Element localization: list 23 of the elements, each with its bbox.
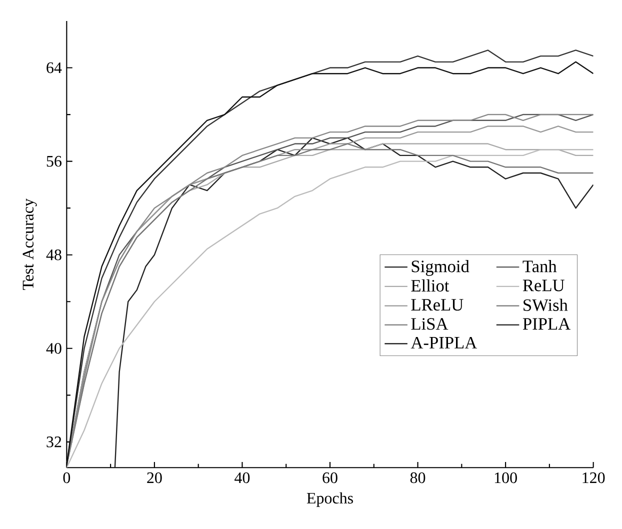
legend-label: LiSA [411,318,448,330]
x-tick-label: 120 [582,472,605,484]
x-axis-title: Epochs [306,492,353,507]
legend-label: A-PIPLA [410,336,478,348]
y-tick-label: 56 [46,156,62,167]
legend-label: Elliot [411,279,450,292]
x-tick-label: 80 [410,472,426,484]
legend-label: SWish [524,298,568,312]
y-tick-label: 48 [46,249,62,260]
y-tick-label: 64 [46,62,62,74]
legend-label: Sigmoid [412,260,470,276]
legend-label: Tanh [522,260,557,272]
x-tick-label: 60 [322,472,338,484]
legend-label: ReLU [522,280,564,292]
legend-label: LReLU [411,299,464,311]
x-tick-label: 0 [63,472,70,484]
legend-label: PIPLA [522,318,570,330]
y-tick-label: 32 [46,436,62,448]
x-tick-label: 20 [147,472,162,484]
y-axis-title: Test Accuracy [22,198,37,290]
x-tick-label: 40 [234,472,250,484]
y-tick-label: 40 [46,342,62,354]
x-tick-label: 100 [494,472,517,484]
